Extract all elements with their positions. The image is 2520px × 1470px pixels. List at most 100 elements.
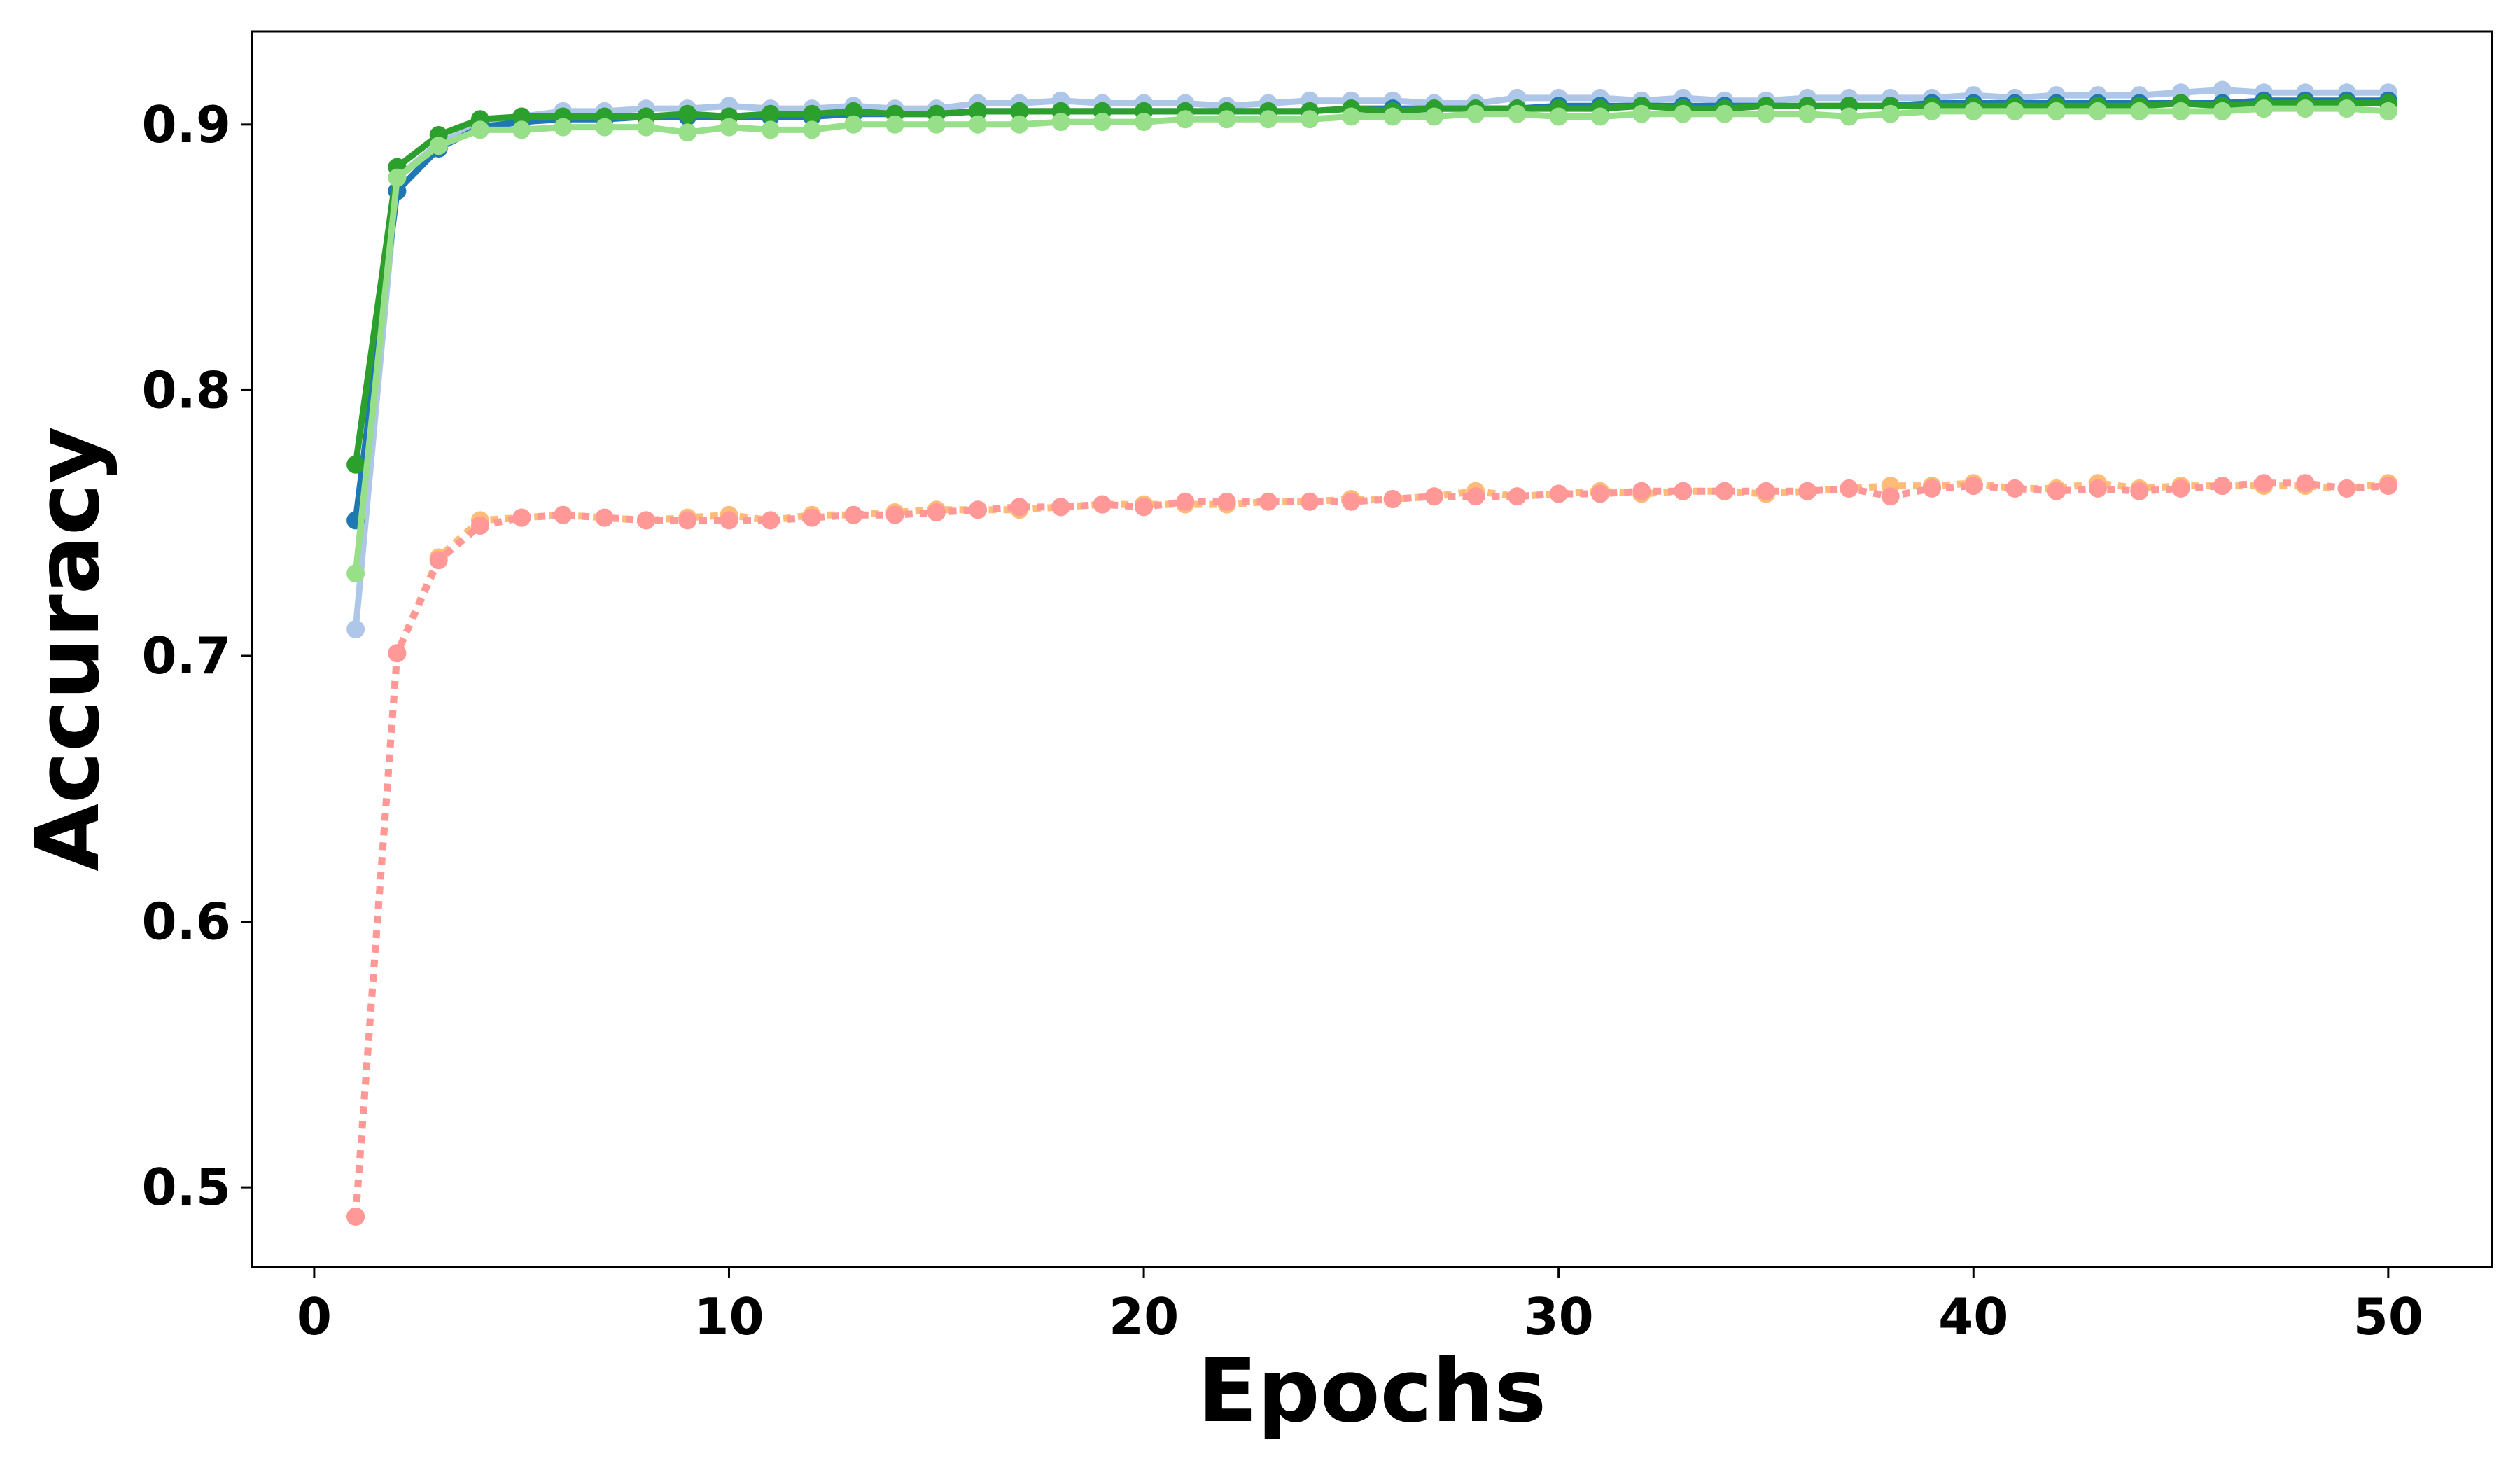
y-axis: 0.5 0.6 0.7 0.8 0.9 xyxy=(141,95,252,1217)
data-point xyxy=(1135,113,1154,132)
data-point xyxy=(1466,487,1485,506)
data-point xyxy=(1590,484,1609,503)
data-point xyxy=(1840,479,1858,498)
data-point xyxy=(346,1207,365,1226)
x-tick-label: 20 xyxy=(1109,1287,1179,1346)
data-point xyxy=(803,120,821,139)
data-point xyxy=(1964,102,1983,120)
data-point xyxy=(1176,110,1195,129)
data-point xyxy=(429,136,448,155)
data-point xyxy=(2171,479,2190,498)
data-point xyxy=(1508,487,1527,506)
data-point xyxy=(844,115,863,134)
x-tick-label: 40 xyxy=(1938,1287,2008,1346)
data-point xyxy=(803,508,821,527)
data-point xyxy=(1093,495,1112,514)
data-point xyxy=(1051,113,1070,132)
data-point xyxy=(2047,102,2066,120)
data-point xyxy=(2171,102,2190,120)
data-point xyxy=(2005,102,2024,120)
data-point xyxy=(1840,107,1858,126)
data-point xyxy=(1301,110,1320,129)
data-point xyxy=(388,644,407,663)
data-point xyxy=(1135,498,1154,517)
x-tick-label: 30 xyxy=(1524,1287,1594,1346)
data-point xyxy=(1674,104,1693,123)
data-point xyxy=(886,115,904,134)
data-point xyxy=(2047,482,2066,500)
data-point xyxy=(388,168,407,187)
data-point xyxy=(678,123,697,142)
data-point xyxy=(1757,104,1775,123)
x-tick-label: 10 xyxy=(694,1287,764,1346)
y-tick-label: 0.6 xyxy=(141,892,231,951)
data-point xyxy=(1176,492,1195,511)
data-point xyxy=(1010,115,1029,134)
data-point xyxy=(1549,484,1568,503)
data-point xyxy=(1217,492,1236,511)
data-point xyxy=(678,511,697,530)
data-point xyxy=(1798,482,1817,500)
y-axis-title: Accuracy xyxy=(18,426,119,872)
series-4 xyxy=(346,99,2398,583)
data-point xyxy=(637,118,655,136)
data-point xyxy=(969,102,987,120)
data-point xyxy=(761,511,780,530)
data-point xyxy=(595,508,614,527)
data-point xyxy=(512,120,531,139)
y-tick-label: 0.9 xyxy=(141,95,231,154)
x-axis-title: Epochs xyxy=(1198,1340,1546,1442)
data-point xyxy=(2296,474,2315,493)
data-point xyxy=(1342,107,1361,126)
data-point xyxy=(346,620,365,638)
data-point xyxy=(969,500,987,519)
data-point xyxy=(1715,482,1734,500)
data-point xyxy=(2213,80,2232,99)
data-point xyxy=(2089,479,2107,498)
data-point xyxy=(1301,492,1320,511)
data-point xyxy=(2213,477,2232,496)
x-tick-label: 50 xyxy=(2353,1287,2423,1346)
data-point xyxy=(637,511,655,530)
data-point xyxy=(1549,107,1568,126)
data-point xyxy=(1923,102,1941,120)
plot-frame xyxy=(251,30,2493,1268)
data-point xyxy=(429,551,448,570)
data-point xyxy=(2255,474,2274,493)
data-point xyxy=(470,517,489,535)
series-layer xyxy=(346,80,2398,1226)
data-point xyxy=(761,120,780,139)
data-point xyxy=(1757,482,1775,500)
data-point xyxy=(346,564,365,583)
y-tick-label: 0.7 xyxy=(141,626,231,685)
data-point xyxy=(1051,498,1070,517)
data-point xyxy=(678,104,697,123)
data-point xyxy=(1508,104,1527,123)
data-point xyxy=(1632,482,1651,500)
data-point xyxy=(761,104,780,123)
data-point xyxy=(720,511,738,530)
data-point xyxy=(1674,482,1693,500)
data-point xyxy=(1010,102,1029,120)
y-tick-label: 0.8 xyxy=(141,360,231,419)
data-point xyxy=(927,115,946,134)
data-point xyxy=(720,118,738,136)
data-point xyxy=(927,503,946,522)
data-point xyxy=(2255,99,2274,118)
data-point xyxy=(2379,477,2398,496)
data-point xyxy=(1715,104,1734,123)
data-point xyxy=(346,455,365,474)
data-point xyxy=(1798,104,1817,123)
data-point xyxy=(803,104,821,123)
data-point xyxy=(2005,479,2024,498)
data-point xyxy=(2337,479,2356,498)
data-point xyxy=(886,505,904,524)
data-point xyxy=(1259,110,1278,129)
data-point xyxy=(1010,498,1029,517)
data-point xyxy=(2130,102,2149,120)
data-point xyxy=(1590,107,1609,126)
data-point xyxy=(2213,102,2232,120)
data-point xyxy=(470,120,489,139)
